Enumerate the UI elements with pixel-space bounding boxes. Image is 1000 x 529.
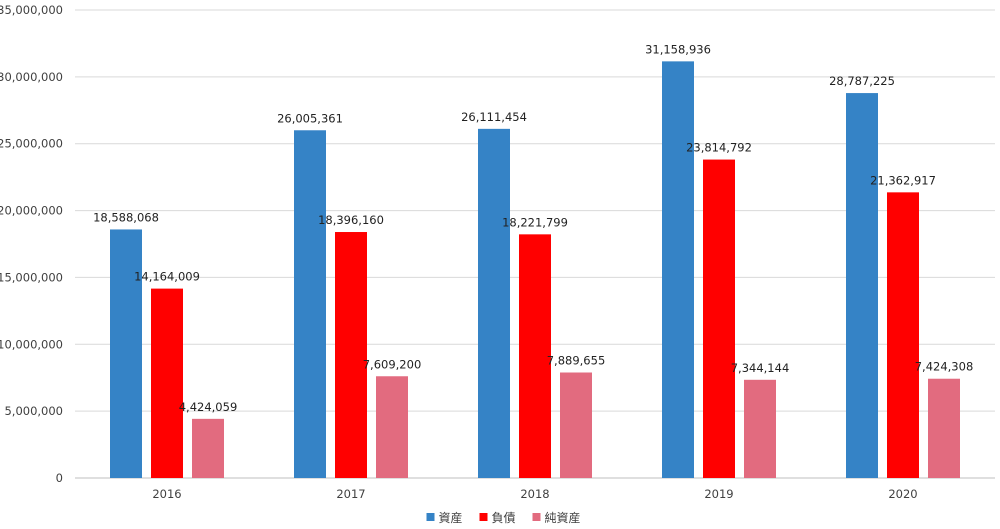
bar-純資産-2019 bbox=[744, 379, 776, 478]
legend-swatch bbox=[532, 513, 541, 521]
bar-負債-2020 bbox=[887, 192, 919, 478]
data-label: 7,889,655 bbox=[547, 354, 606, 368]
y-tick-label: 0 bbox=[56, 471, 63, 485]
bar-負債-2017 bbox=[335, 232, 367, 478]
data-label: 23,814,792 bbox=[686, 141, 752, 155]
y-tick-label: 5,000,000 bbox=[4, 404, 63, 418]
y-tick-label: 20,000,000 bbox=[0, 204, 63, 218]
x-tick-label: 2016 bbox=[152, 487, 181, 501]
y-tick-label: 15,000,000 bbox=[0, 270, 63, 284]
data-label: 14,164,009 bbox=[134, 270, 200, 284]
x-tick-label: 2020 bbox=[888, 487, 917, 501]
bar-負債-2016 bbox=[151, 288, 183, 478]
y-axis: 0 5,000,000 10,000,000 15,000,000 20,000,000… bbox=[0, 3, 63, 485]
y-tick-label: 10,000,000 bbox=[0, 337, 63, 351]
data-label: 26,111,454 bbox=[461, 110, 527, 124]
y-tick-label: 30,000,000 bbox=[0, 70, 63, 84]
data-label: 28,787,225 bbox=[829, 74, 895, 88]
x-tick-label: 2018 bbox=[520, 487, 549, 501]
y-tick-label: 25,000,000 bbox=[0, 137, 63, 151]
data-label: 26,005,361 bbox=[277, 111, 343, 125]
data-label: 18,221,799 bbox=[502, 215, 568, 229]
data-label: 21,362,917 bbox=[870, 173, 936, 187]
bar-負債-2019 bbox=[703, 159, 735, 479]
data-label: 7,344,144 bbox=[731, 361, 790, 375]
legend-label: 純資産 bbox=[545, 510, 581, 525]
data-label: 4,424,059 bbox=[179, 400, 238, 414]
bars bbox=[110, 61, 960, 479]
bar-負債-2018 bbox=[519, 234, 551, 478]
bar-純資産-2018 bbox=[560, 372, 592, 478]
legend-swatch bbox=[426, 513, 435, 521]
bar-純資産-2020 bbox=[928, 378, 960, 478]
x-axis: 2016 2017 2018 2019 2020 bbox=[152, 487, 917, 501]
legend: 資産 負債 純資産 bbox=[426, 510, 581, 525]
data-label: 7,609,200 bbox=[363, 357, 422, 371]
bar-資産-2018 bbox=[478, 128, 510, 479]
legend-label: 負債 bbox=[492, 510, 516, 525]
bar-純資産-2017 bbox=[376, 376, 408, 478]
bar-資産-2016 bbox=[110, 229, 142, 478]
bar-資産-2019 bbox=[662, 61, 694, 479]
x-tick-label: 2017 bbox=[336, 487, 365, 501]
y-tick-label: 35,000,000 bbox=[0, 3, 63, 17]
bar-資産-2017 bbox=[294, 130, 326, 478]
data-label: 18,588,068 bbox=[93, 210, 159, 224]
data-label: 7,424,308 bbox=[915, 360, 974, 374]
data-label: 31,158,936 bbox=[645, 42, 711, 56]
bar-純資産-2016 bbox=[192, 418, 224, 478]
legend-label: 資産 bbox=[439, 510, 463, 525]
bar-資産-2020 bbox=[846, 93, 878, 479]
data-label: 18,396,160 bbox=[318, 213, 384, 227]
x-tick-label: 2019 bbox=[704, 487, 733, 501]
legend-swatch bbox=[479, 513, 488, 521]
data-labels: 18,588,068 14,164,009 4,424,059 26,005,361 1… bbox=[93, 42, 973, 413]
